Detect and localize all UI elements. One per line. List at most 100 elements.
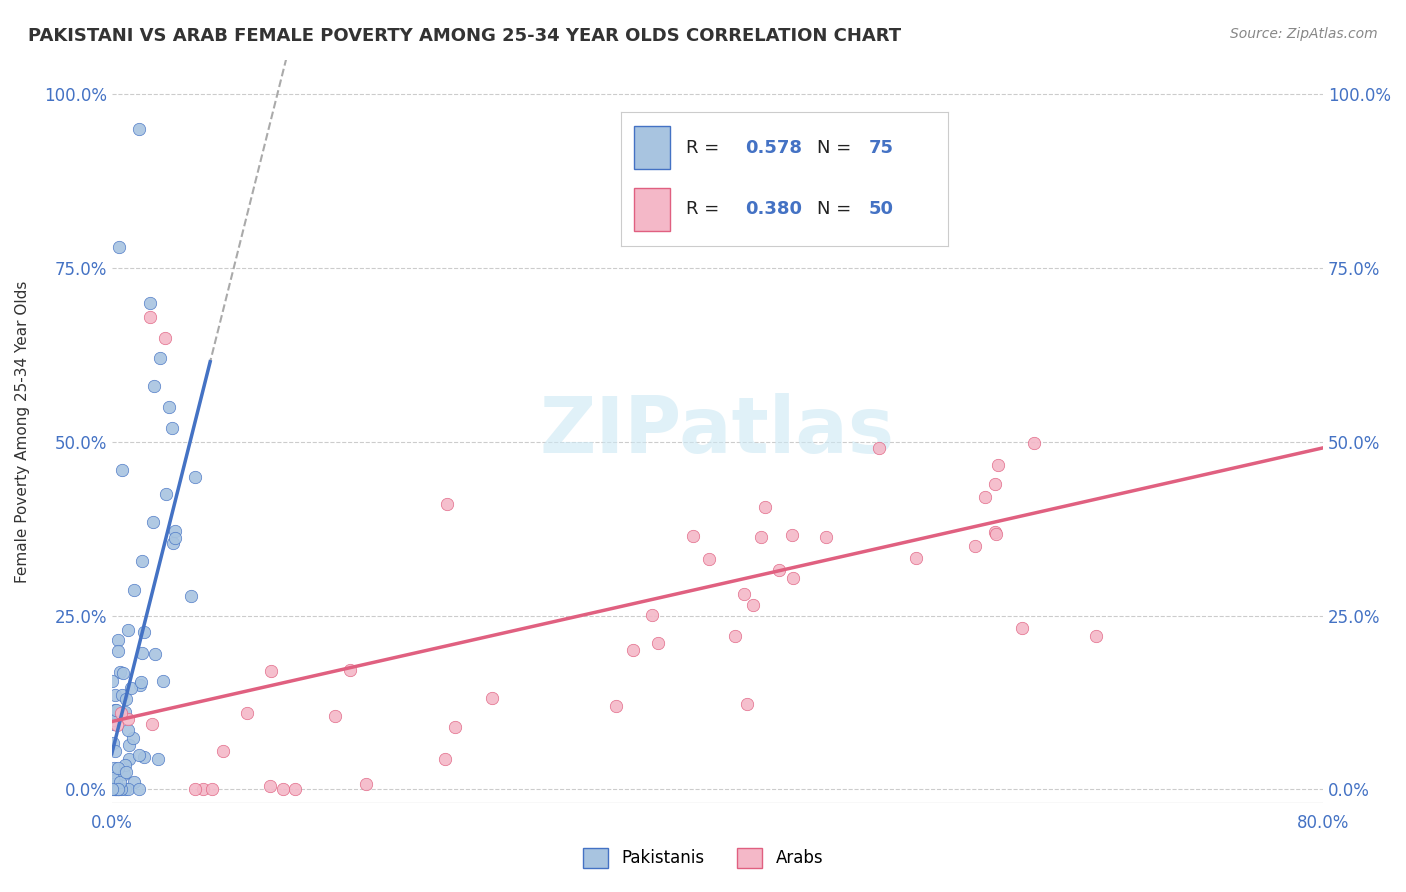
Point bbox=[131, 646, 153, 660]
Point bbox=[201, 782, 224, 797]
Point bbox=[434, 752, 457, 766]
Point bbox=[105, 782, 128, 797]
Point bbox=[193, 782, 215, 797]
Point bbox=[768, 563, 790, 577]
Point bbox=[987, 458, 1010, 472]
Y-axis label: Female Poverty Among 25-34 Year Olds: Female Poverty Among 25-34 Year Olds bbox=[15, 280, 30, 582]
Point bbox=[112, 767, 135, 781]
Point bbox=[114, 705, 136, 719]
Point bbox=[1085, 630, 1108, 644]
Point bbox=[162, 536, 184, 550]
Point bbox=[621, 642, 644, 657]
Point bbox=[101, 673, 124, 688]
Point bbox=[259, 780, 281, 794]
Point bbox=[965, 539, 987, 553]
Point bbox=[984, 477, 1007, 491]
Legend: Pakistanis, Arabs: Pakistanis, Arabs bbox=[576, 841, 830, 875]
Point bbox=[115, 691, 138, 706]
Point bbox=[111, 666, 134, 681]
Point bbox=[605, 699, 627, 714]
Point bbox=[146, 752, 169, 766]
Point bbox=[110, 706, 132, 720]
Point bbox=[128, 782, 150, 797]
Point bbox=[111, 688, 134, 702]
Point bbox=[128, 748, 150, 763]
Point bbox=[118, 752, 141, 766]
Point bbox=[905, 550, 928, 565]
Point bbox=[682, 529, 704, 543]
Point bbox=[733, 586, 755, 600]
Point bbox=[754, 500, 776, 515]
Point bbox=[983, 524, 1005, 539]
Point bbox=[104, 782, 127, 797]
Text: Source: ZipAtlas.com: Source: ZipAtlas.com bbox=[1230, 27, 1378, 41]
Point bbox=[145, 647, 167, 661]
Text: PAKISTANI VS ARAB FEMALE POVERTY AMONG 25-34 YEAR OLDS CORRELATION CHART: PAKISTANI VS ARAB FEMALE POVERTY AMONG 2… bbox=[28, 27, 901, 45]
Point bbox=[118, 738, 141, 752]
Point bbox=[157, 400, 180, 414]
Point bbox=[121, 731, 143, 746]
Point bbox=[115, 765, 138, 780]
Point bbox=[143, 379, 166, 393]
Point bbox=[122, 583, 145, 598]
Point bbox=[444, 720, 467, 734]
Point bbox=[1011, 621, 1033, 635]
Point bbox=[104, 782, 127, 797]
Point bbox=[117, 712, 139, 726]
Point bbox=[103, 761, 125, 775]
Point bbox=[179, 589, 201, 603]
Point bbox=[101, 771, 124, 785]
Point bbox=[273, 782, 295, 797]
Point bbox=[212, 744, 235, 758]
Point bbox=[107, 782, 129, 797]
Point bbox=[131, 554, 153, 568]
Point bbox=[117, 723, 139, 738]
Point bbox=[107, 644, 129, 658]
Point bbox=[782, 571, 804, 585]
Point bbox=[284, 782, 307, 797]
Point bbox=[780, 528, 803, 542]
Point bbox=[101, 713, 124, 727]
Point bbox=[153, 330, 176, 344]
Point bbox=[117, 782, 139, 797]
Point bbox=[105, 772, 128, 787]
Point bbox=[110, 782, 132, 797]
Point bbox=[183, 782, 205, 797]
Point bbox=[155, 487, 177, 501]
Point bbox=[101, 736, 124, 750]
Point bbox=[114, 757, 136, 772]
Point bbox=[742, 598, 765, 612]
Point bbox=[162, 421, 184, 435]
Point bbox=[122, 775, 145, 789]
Point bbox=[129, 674, 152, 689]
Point bbox=[107, 782, 129, 797]
Point bbox=[138, 310, 160, 324]
Point bbox=[141, 717, 163, 731]
Point bbox=[184, 469, 207, 483]
Point bbox=[165, 524, 187, 538]
Point bbox=[128, 122, 150, 136]
Point bbox=[108, 774, 131, 789]
Point bbox=[481, 690, 503, 705]
Point bbox=[165, 532, 187, 546]
Point bbox=[104, 703, 127, 717]
Point bbox=[1022, 436, 1045, 450]
Point bbox=[724, 629, 747, 643]
Point bbox=[103, 782, 125, 797]
Point bbox=[339, 663, 361, 677]
Point bbox=[111, 463, 134, 477]
Point bbox=[104, 782, 127, 797]
Point bbox=[121, 681, 143, 695]
Point bbox=[103, 777, 125, 791]
Point bbox=[815, 530, 838, 544]
Point bbox=[101, 717, 124, 731]
Point bbox=[101, 711, 124, 725]
Point bbox=[868, 442, 890, 456]
Point bbox=[354, 777, 377, 791]
Point bbox=[647, 636, 669, 650]
Point bbox=[138, 296, 160, 310]
Point bbox=[986, 527, 1008, 541]
Point bbox=[107, 782, 129, 797]
Point bbox=[260, 664, 283, 678]
Point bbox=[104, 702, 127, 716]
